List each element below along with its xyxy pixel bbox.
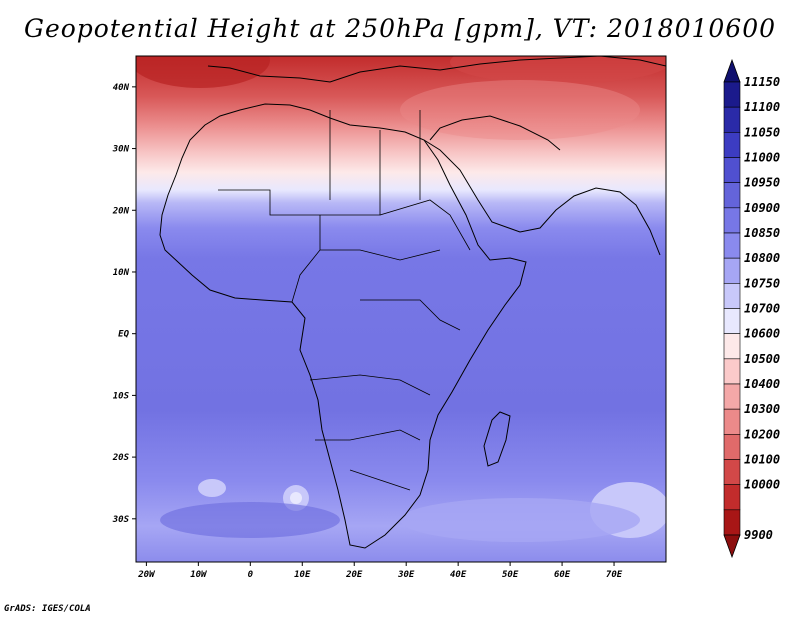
lat-label: 20N <box>112 206 130 216</box>
colorbar-swatch <box>723 232 741 259</box>
colorbar-swatch <box>723 132 741 158</box>
colorbar-label: 10200 <box>744 427 780 441</box>
colorbar-swatch <box>723 257 741 284</box>
colorbar-swatch <box>723 182 741 209</box>
colorbar-swatch <box>723 509 741 536</box>
colorbar-label: 11100 <box>744 100 780 114</box>
map-title: Geopotential Height at 250hPa [gpm], VT:… <box>23 14 777 43</box>
colorbar-swatch <box>723 434 741 460</box>
borders <box>218 110 471 491</box>
lon-label: 0 <box>248 570 254 580</box>
colorbar-swatch <box>723 383 741 410</box>
footer-credit: GrADS: IGES/COLA <box>4 604 91 614</box>
colorbar-label: 11000 <box>744 151 780 165</box>
longitude-axis: 20W 10W 0 10E 20E 30E 40E 50E 60E 70E <box>137 562 623 580</box>
colorbar-swatch <box>723 408 741 435</box>
colorbar-label: 10000 <box>744 478 780 492</box>
lon-label: 10W <box>190 570 208 580</box>
colorbar-label: 11050 <box>744 125 780 139</box>
colorbar-label: 10300 <box>744 402 780 416</box>
colorbar-swatch <box>723 308 741 334</box>
lat-label: 20S <box>112 453 130 463</box>
lon-label: 50E <box>502 570 519 580</box>
colorbar-label: 9900 <box>744 528 773 542</box>
colorbar-label: 10400 <box>744 377 780 391</box>
colorbar-label: 10700 <box>744 302 780 316</box>
colorbar-swatch <box>723 358 741 385</box>
colorbar-label: 10850 <box>744 226 780 240</box>
lat-label: 10S <box>113 391 130 401</box>
colorbar-swatch <box>723 106 741 133</box>
lat-label: 10N <box>113 268 130 278</box>
colorbar-swatch <box>723 283 741 309</box>
colorbar-label: 10100 <box>744 453 780 467</box>
lon-label: 10E <box>294 570 311 580</box>
lon-label: 30E <box>397 570 415 580</box>
colorbar-swatch <box>723 484 741 511</box>
lat-label: EQ <box>118 330 129 340</box>
colorbar-label: 10500 <box>744 352 780 366</box>
lat-label: 30N <box>112 145 130 155</box>
lon-label: 20W <box>137 570 156 580</box>
colorbar-bottom-arrow <box>723 534 741 559</box>
colorbar-label: 11150 <box>744 75 780 89</box>
lon-label: 40E <box>450 570 467 580</box>
colorbar-label: 10600 <box>744 327 780 341</box>
map-frame <box>135 55 667 563</box>
lon-label: 20E <box>345 570 363 580</box>
colorbar-swatch <box>723 207 741 234</box>
colorbar-label: 10900 <box>744 201 780 215</box>
colorbar-swatch <box>723 81 741 108</box>
colorbar-swatch <box>723 459 741 485</box>
colorbar-label: 10750 <box>744 276 780 290</box>
colorbar-label: 10800 <box>744 251 780 265</box>
colorbar-top-arrow <box>723 58 741 83</box>
colorbar: 11150 11100 11050 11000 10950 10900 10850 10800… <box>723 58 780 559</box>
lon-label: 70E <box>606 570 623 580</box>
colorbar-swatch <box>723 333 741 360</box>
latitude-axis: 40N 30N 20N 10N EQ 10S 20S 30S <box>112 83 136 525</box>
height-field <box>136 56 666 562</box>
lat-label: 40N <box>113 83 130 93</box>
lon-label: 60E <box>554 570 571 580</box>
colorbar-label: 10950 <box>744 176 780 190</box>
colorbar-swatch <box>723 157 741 183</box>
lat-label: 30S <box>112 515 130 525</box>
